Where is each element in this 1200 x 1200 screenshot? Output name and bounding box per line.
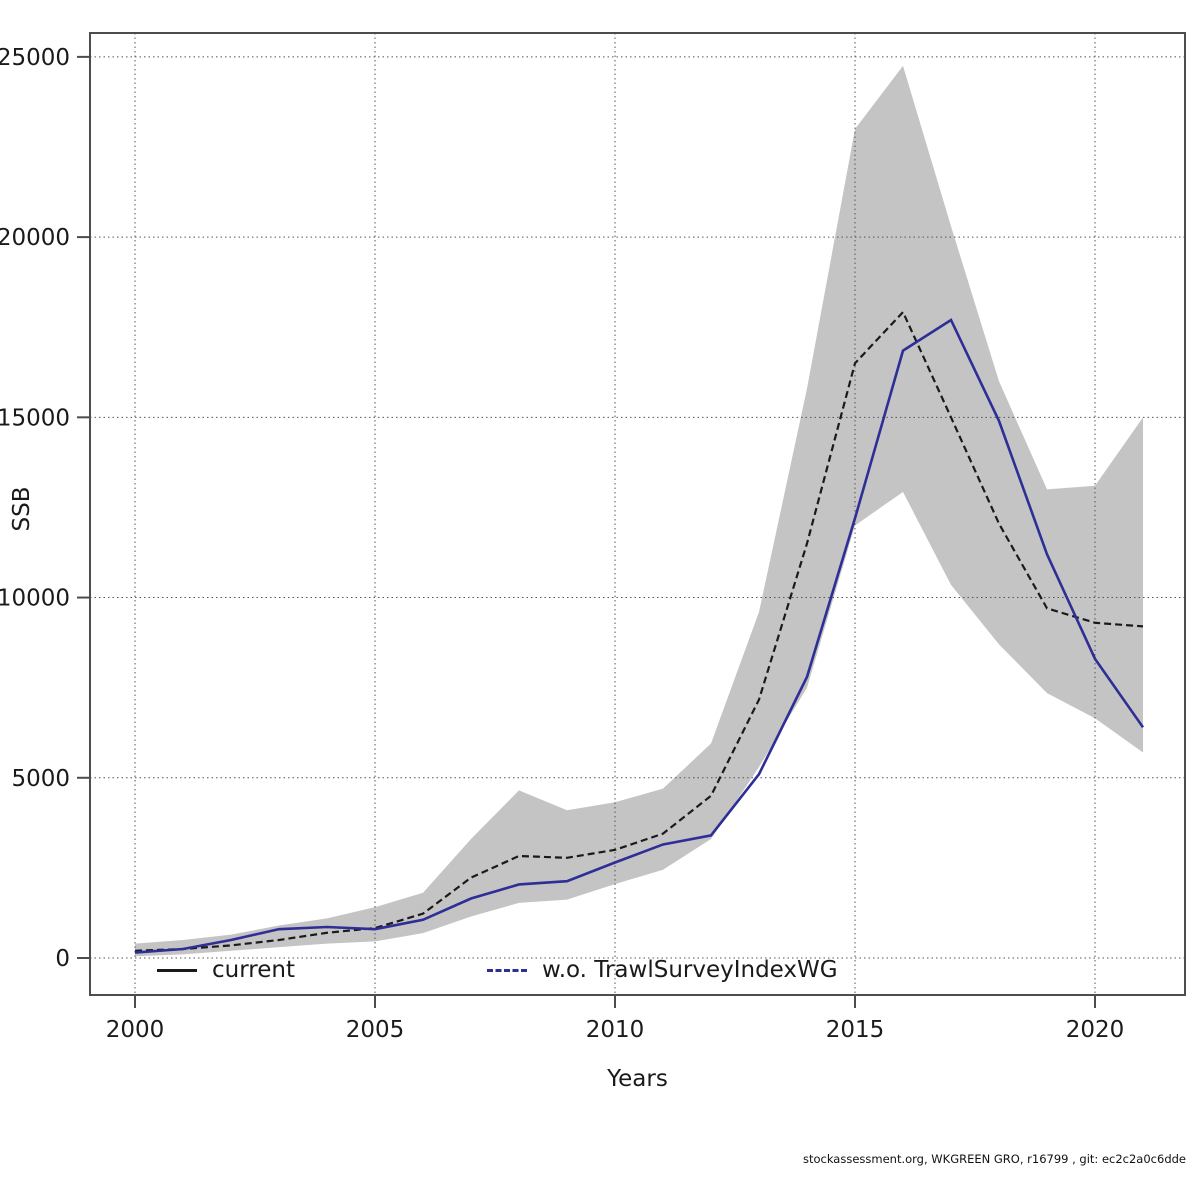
y-tick-label: 20000 xyxy=(0,225,70,251)
x-tick-label: 2010 xyxy=(586,1017,645,1043)
plot-border xyxy=(89,32,1186,996)
y-tick-label: 0 xyxy=(55,946,70,972)
x-tick-label: 2020 xyxy=(1066,1017,1125,1043)
series-line-current xyxy=(134,310,1144,952)
legend-label-wo-trawlsurveyindexwg: w.o. TrawlSurveyIndexWG xyxy=(542,957,838,983)
x-tick-label: 2005 xyxy=(346,1017,405,1043)
series-line-wo-trawlsurveyindexwg xyxy=(134,318,1145,954)
x-tick-label: 2015 xyxy=(826,1017,885,1043)
legend-line-swatch-current xyxy=(157,968,197,972)
legend-entry-current: current xyxy=(157,957,295,983)
legend-line-swatch-wo-trawlsurveyindexwg xyxy=(487,968,527,972)
x-tick-label: 2000 xyxy=(106,1017,165,1043)
footer-attribution: stockassessment.org, WKGREEN GRO, r16799… xyxy=(802,1152,1186,1166)
y-tick-label: 5000 xyxy=(11,766,70,792)
y-axis-title: SSB xyxy=(9,486,35,532)
legend-label-current: current xyxy=(212,957,295,983)
legend-entry-wo-trawlsurveyindexwg: w.o. TrawlSurveyIndexWG xyxy=(487,957,838,983)
x-axis-title: Years xyxy=(607,1066,668,1092)
confidence-band xyxy=(135,65,1143,957)
y-tick-label: 15000 xyxy=(0,405,70,431)
y-tick-label: 25000 xyxy=(0,45,70,71)
y-tick-label: 10000 xyxy=(0,586,70,612)
